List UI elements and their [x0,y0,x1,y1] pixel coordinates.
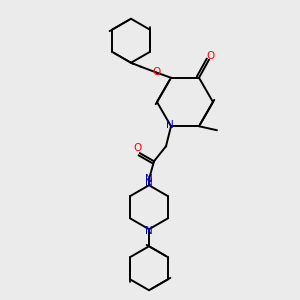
Text: N: N [145,178,153,188]
Text: N: N [145,226,153,236]
Text: N: N [166,120,174,130]
Text: O: O [152,67,160,77]
Text: O: O [206,51,214,61]
Text: N: N [145,174,153,184]
Text: O: O [134,143,142,153]
